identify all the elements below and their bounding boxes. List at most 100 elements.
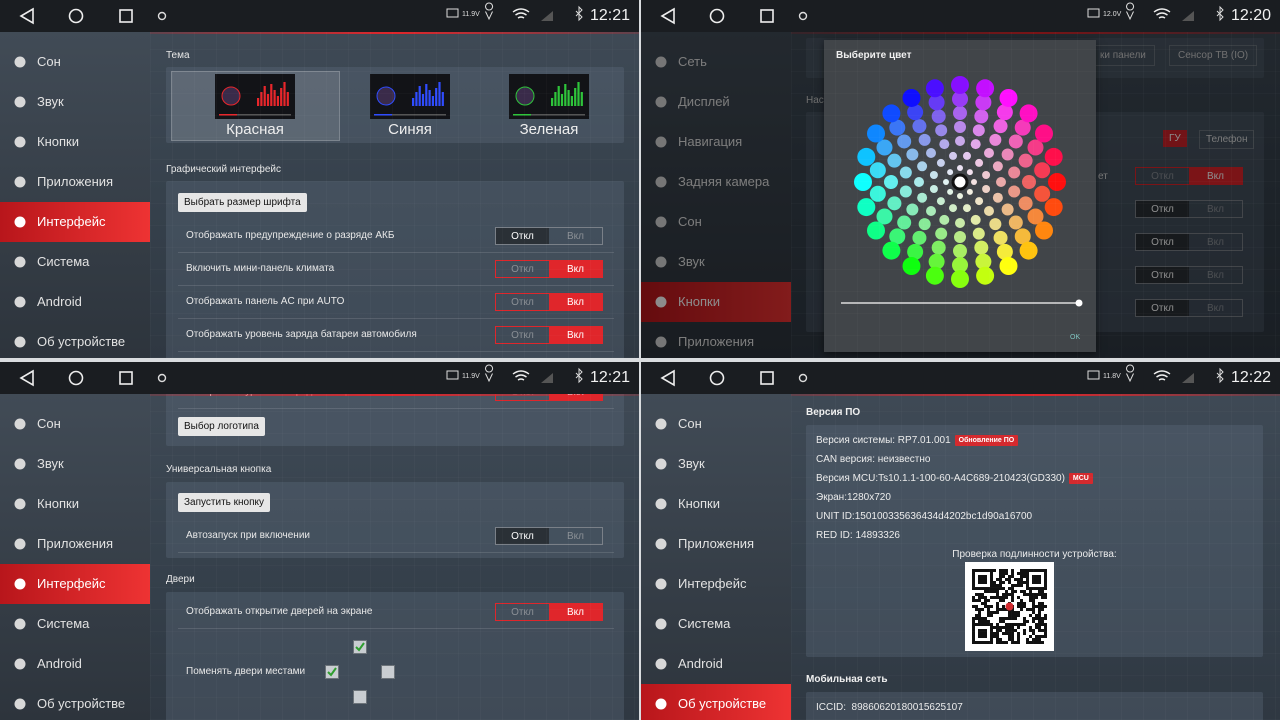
color-swatch[interactable] xyxy=(931,240,946,255)
sidebar-item[interactable]: Система xyxy=(0,242,150,282)
sidebar-item[interactable]: Звук xyxy=(641,242,791,282)
color-swatch[interactable] xyxy=(902,257,921,276)
color-swatch[interactable] xyxy=(899,185,912,198)
recents-icon[interactable] xyxy=(760,371,774,385)
sidebar-item[interactable]: Кнопки xyxy=(0,484,150,524)
color-swatch[interactable] xyxy=(887,153,902,168)
color-swatch[interactable] xyxy=(917,161,928,172)
color-swatch[interactable] xyxy=(1027,139,1044,156)
dialog-ok[interactable]: OK xyxy=(1070,334,1081,341)
color-swatch[interactable] xyxy=(953,106,967,120)
toggle-option[interactable]: Вкл xyxy=(567,530,584,542)
color-swatch[interactable] xyxy=(955,218,965,228)
color-swatch[interactable] xyxy=(918,133,931,146)
color-swatch[interactable] xyxy=(1044,198,1063,217)
color-swatch[interactable] xyxy=(869,185,886,202)
recents-icon[interactable] xyxy=(760,9,774,23)
sidebar-item[interactable]: Звук xyxy=(0,82,150,122)
color-swatch[interactable] xyxy=(975,94,992,111)
color-swatch[interactable] xyxy=(907,104,924,121)
color-swatch[interactable] xyxy=(929,171,938,180)
back-icon[interactable] xyxy=(660,369,675,387)
color-swatch[interactable] xyxy=(882,241,901,260)
color-swatch[interactable] xyxy=(935,124,948,137)
sidebar-item[interactable]: Приложения xyxy=(641,524,791,564)
color-swatch[interactable] xyxy=(1014,119,1031,136)
color-swatch[interactable] xyxy=(952,91,968,107)
color-swatch[interactable] xyxy=(899,166,912,179)
color-swatch[interactable] xyxy=(928,253,945,270)
color-swatch[interactable] xyxy=(974,240,989,255)
sidebar-item[interactable]: Интерфейс xyxy=(641,564,791,604)
toggle-option[interactable]: Откл xyxy=(1151,170,1174,182)
color-swatch[interactable] xyxy=(1034,185,1051,202)
sidebar-item[interactable]: Дисплей xyxy=(641,82,791,122)
color-swatch[interactable] xyxy=(889,119,906,136)
color-swatch[interactable] xyxy=(939,214,950,225)
color-swatch[interactable] xyxy=(989,218,1002,231)
sidebar-item-active[interactable]: Об устройстве xyxy=(641,684,791,720)
checkbox[interactable] xyxy=(353,640,367,654)
sidebar-item[interactable]: Кнопки xyxy=(0,122,150,162)
color-swatch[interactable] xyxy=(947,188,954,195)
color-swatch[interactable] xyxy=(954,121,966,133)
color-swatch[interactable] xyxy=(926,148,937,159)
color-swatch[interactable] xyxy=(854,173,872,191)
color-swatch[interactable] xyxy=(949,151,958,160)
sidebar-item[interactable]: Сон xyxy=(641,202,791,242)
color-swatch[interactable] xyxy=(882,104,901,123)
color-swatch[interactable] xyxy=(983,205,994,216)
toggle-option[interactable]: Откл xyxy=(511,263,534,275)
color-swatch[interactable] xyxy=(972,227,985,240)
color-swatch[interactable] xyxy=(884,175,898,189)
sidebar-item[interactable]: Android xyxy=(641,644,791,684)
checkbox[interactable] xyxy=(353,690,367,704)
color-swatch[interactable] xyxy=(1014,228,1031,245)
back-icon[interactable] xyxy=(19,7,34,25)
sidebar-item[interactable]: Сон xyxy=(641,404,791,444)
color-swatch[interactable] xyxy=(957,165,963,171)
color-swatch[interactable] xyxy=(1022,175,1036,189)
color-swatch[interactable] xyxy=(962,151,971,160)
theme-label[interactable]: Красная xyxy=(226,121,284,138)
color-swatch[interactable] xyxy=(974,109,989,124)
toggle-option[interactable]: Вкл xyxy=(1207,302,1224,314)
color-swatch[interactable] xyxy=(982,171,991,180)
sidebar-item[interactable]: Звук xyxy=(0,444,150,484)
color-swatch[interactable] xyxy=(912,119,927,134)
color-swatch[interactable] xyxy=(925,79,944,98)
sidebar-item[interactable]: Система xyxy=(641,604,791,644)
sidebar-item[interactable]: Сон xyxy=(0,42,150,82)
toggle-option[interactable]: Вкл xyxy=(1207,203,1224,215)
toggle-option[interactable]: Вкл xyxy=(549,261,602,277)
color-swatch[interactable] xyxy=(1019,241,1038,260)
color-swatch[interactable] xyxy=(907,243,924,260)
sidebar-item[interactable]: Об устройстве xyxy=(0,684,150,720)
theme-label[interactable]: Синяя xyxy=(388,121,432,138)
color-swatch[interactable] xyxy=(897,134,912,149)
color-swatch[interactable] xyxy=(931,109,946,124)
toggle-option[interactable]: Вкл xyxy=(567,230,584,242)
color-swatch[interactable] xyxy=(869,162,886,179)
color-swatch[interactable] xyxy=(1048,173,1066,191)
color-swatch[interactable] xyxy=(953,244,967,258)
color-swatch[interactable] xyxy=(1034,162,1051,179)
color-swatch[interactable] xyxy=(936,197,945,206)
color-swatch[interactable] xyxy=(1001,203,1014,216)
back-icon[interactable] xyxy=(660,7,675,25)
color-swatch[interactable] xyxy=(970,139,981,150)
color-swatch[interactable] xyxy=(955,136,965,146)
home-icon[interactable] xyxy=(68,8,84,24)
color-swatch[interactable] xyxy=(866,124,885,143)
recents-icon[interactable] xyxy=(119,371,133,385)
color-swatch[interactable] xyxy=(951,270,969,288)
color-swatch[interactable] xyxy=(914,177,924,187)
color-swatch[interactable] xyxy=(1001,148,1014,161)
color-swatch[interactable] xyxy=(952,257,968,273)
color-swatch[interactable] xyxy=(996,177,1006,187)
color-swatch[interactable] xyxy=(1008,185,1021,198)
toggle-option[interactable]: Откл xyxy=(511,296,534,308)
color-swatch[interactable] xyxy=(1018,153,1033,168)
color-swatch[interactable] xyxy=(1035,124,1054,143)
color-swatch[interactable] xyxy=(975,158,984,167)
